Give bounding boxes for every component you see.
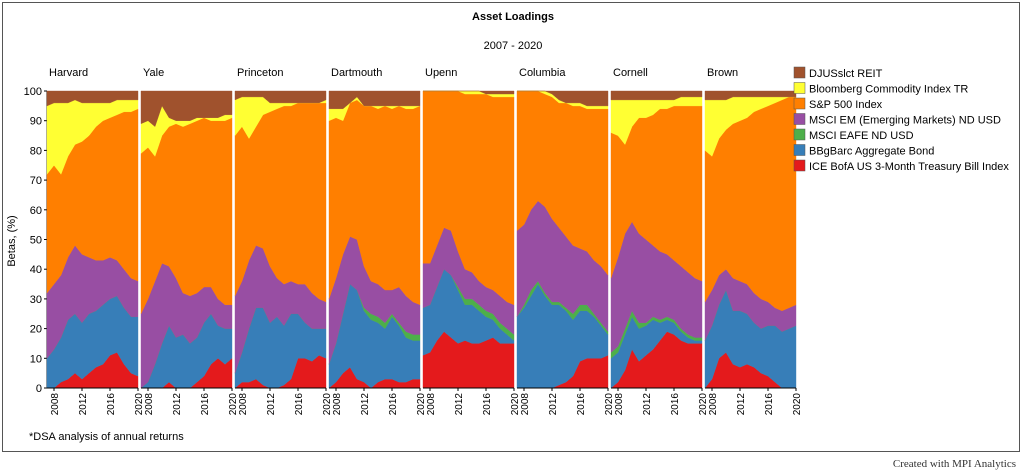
y-tick-label: 60 — [30, 205, 42, 217]
y-axis: 0 10 20 30 40 50 60 70 80 90 100 — [24, 86, 48, 395]
legend-swatch-em — [793, 113, 806, 125]
x-tick-label: 2008 — [426, 393, 437, 416]
x-tick-label: 2008 — [238, 393, 249, 416]
x-tick-label: 2012 — [736, 393, 747, 416]
x-tick-label: 2020 — [698, 393, 709, 416]
x-tick-label: 2020 — [228, 393, 239, 416]
panel-dartmouth: Dartmouth 2008 2012 2016 2020 — [328, 67, 427, 416]
area-dartmouth-reit — [328, 90, 421, 109]
legend-label-commodity: Bloomberg Commodity Index TR — [809, 84, 968, 96]
legend-label-em: MSCI EM (Emerging Markets) ND USD — [809, 115, 1001, 127]
x-tick-label: 2016 — [670, 393, 681, 416]
y-tick-label: 70 — [30, 175, 42, 187]
panel-princeton: Princeton 2008 2012 2016 2020 — [234, 67, 333, 416]
y-tick-label: 0 — [36, 383, 42, 395]
panel-cornell: Cornell 2008 2012 2016 2020 — [610, 67, 709, 416]
panel-label: Upenn — [425, 67, 457, 79]
x-tick-label: 2020 — [792, 393, 803, 416]
x-tick-label: 2016 — [200, 393, 211, 416]
x-tick-label: 2020 — [604, 393, 615, 416]
area-yale-reit — [140, 90, 233, 127]
panel-label: Princeton — [237, 67, 283, 79]
y-tick-label: 10 — [30, 353, 42, 365]
panel-harvard: Harvard 2008 2012 2016 2020 — [46, 67, 145, 416]
y-tick-label: 90 — [30, 116, 42, 128]
x-tick-label: 2008 — [144, 393, 155, 416]
x-tick-label: 2008 — [614, 393, 625, 416]
legend-label-sp500: S&P 500 Index — [809, 99, 883, 111]
chart-frame: Asset Loadings 2007 - 2020 Betas, (%) 0 1… — [2, 2, 1020, 452]
area-cornell-reit — [610, 90, 703, 101]
area-brown-reit — [704, 90, 797, 101]
x-tick-label: 2016 — [294, 393, 305, 416]
x-tick-label: 2012 — [360, 393, 371, 416]
y-tick-label: 30 — [30, 294, 42, 306]
area-columbia-reit — [517, 90, 609, 107]
x-tick-label: 2008 — [708, 393, 719, 416]
x-tick-label: 2016 — [482, 393, 493, 416]
panel-label: Yale — [143, 67, 164, 79]
panel-label: Cornell — [613, 67, 648, 79]
area-upenn-reit — [423, 90, 515, 95]
x-tick-label: 2020 — [322, 393, 333, 416]
x-tick-label: 2020 — [510, 393, 521, 416]
legend-swatch-agg — [793, 144, 806, 156]
y-tick-label: 80 — [30, 145, 42, 157]
footnote: *DSA analysis of annual returns — [29, 431, 184, 443]
x-tick-label: 2008 — [50, 393, 61, 416]
x-tick-label: 2008 — [520, 393, 531, 416]
x-tick-label: 2016 — [764, 393, 775, 416]
chart-subtitle: 2007 - 2020 — [484, 40, 543, 52]
y-tick-label: 40 — [30, 264, 42, 276]
panel-brown: Brown 2008 2012 2016 2020 — [704, 67, 803, 416]
panel-label: Dartmouth — [331, 67, 382, 79]
x-tick-label: 2020 — [134, 393, 145, 416]
x-tick-label: 2016 — [576, 393, 587, 416]
x-tick-label: 2016 — [106, 393, 117, 416]
legend-swatch-tbill — [793, 159, 806, 172]
legend-swatch-sp500 — [793, 97, 806, 110]
panel-label: Columbia — [519, 67, 566, 79]
legend-label-reit: DJUSslct REIT — [809, 68, 883, 80]
panel-label: Brown — [707, 67, 738, 79]
legend-swatch-commodity — [793, 82, 806, 94]
legend: DJUSslct REIT Bloomberg Commodity Index T… — [793, 66, 1009, 173]
panel-yale: Yale 2008 2012 2016 2020 — [140, 67, 239, 416]
y-tick-label: 100 — [24, 86, 42, 98]
legend-swatch-reit — [793, 66, 806, 79]
legend-label-agg: BBgBarc Aggregate Bond — [809, 146, 934, 158]
area-harvard-reit — [46, 90, 139, 107]
panel-columbia: Columbia 2008 2012 2016 2020 — [516, 67, 615, 416]
footer-credit: Created with MPI Analytics — [892, 458, 1016, 470]
panels: Harvard 2008 2012 2016 2020 Yale 2008 2012 2016 2… — [46, 67, 803, 416]
x-tick-label: 2012 — [78, 393, 89, 416]
chart-title: Asset Loadings — [472, 11, 554, 23]
x-tick-label: 2016 — [388, 393, 399, 416]
legend-swatch-eafe — [793, 128, 806, 141]
x-tick-label: 2012 — [266, 393, 277, 416]
panel-label: Harvard — [49, 67, 88, 79]
legend-label-tbill: ICE BofA US 3-Month Treasury Bill Index — [809, 161, 1009, 173]
x-tick-label: 2020 — [416, 393, 427, 416]
x-tick-label: 2012 — [172, 393, 183, 416]
x-tick-label: 2008 — [332, 393, 343, 416]
legend-label-eafe: MSCI EAFE ND USD — [809, 130, 914, 142]
x-tick-label: 2012 — [454, 393, 465, 416]
y-axis-label: Betas, (%) — [6, 215, 18, 266]
y-tick-label: 50 — [30, 235, 42, 247]
area-princeton-reit — [234, 90, 327, 104]
y-tick-label: 20 — [30, 324, 42, 336]
x-tick-label: 2012 — [642, 393, 653, 416]
x-tick-label: 2012 — [548, 393, 559, 416]
panel-upenn: Upenn 2008 2012 2016 2020 — [422, 67, 521, 416]
asset-loadings-chart: Asset Loadings 2007 - 2020 Betas, (%) 0 1… — [6, 11, 1009, 443]
